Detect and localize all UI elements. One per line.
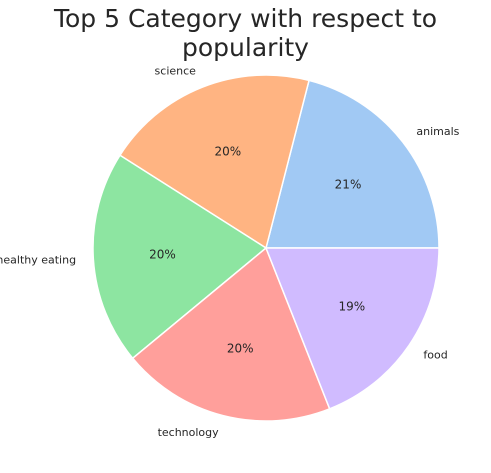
pie-pct-label: 19% [339,299,366,313]
pie-slice-science [118,74,310,250]
chart-title: Top 5 Category with respect to popularit… [53,4,438,62]
pie-category-label: animals [416,125,459,138]
pie-category-label: technology [158,426,220,439]
pie-slice-animals [265,79,440,249]
pie-slice-food [264,247,440,410]
pie-category-label: science [155,65,197,78]
pie-slice-healthy-eating [92,154,268,360]
pie-pct-label: 20% [214,144,241,158]
pie-category-label: food [423,348,447,361]
pie-slice-technology [131,246,331,422]
pie-pct-label: 20% [227,342,254,356]
pie-pct-label: 20% [149,248,176,262]
pie-category-label: healthy eating [0,253,76,266]
pie-pct-label: 21% [335,177,362,191]
